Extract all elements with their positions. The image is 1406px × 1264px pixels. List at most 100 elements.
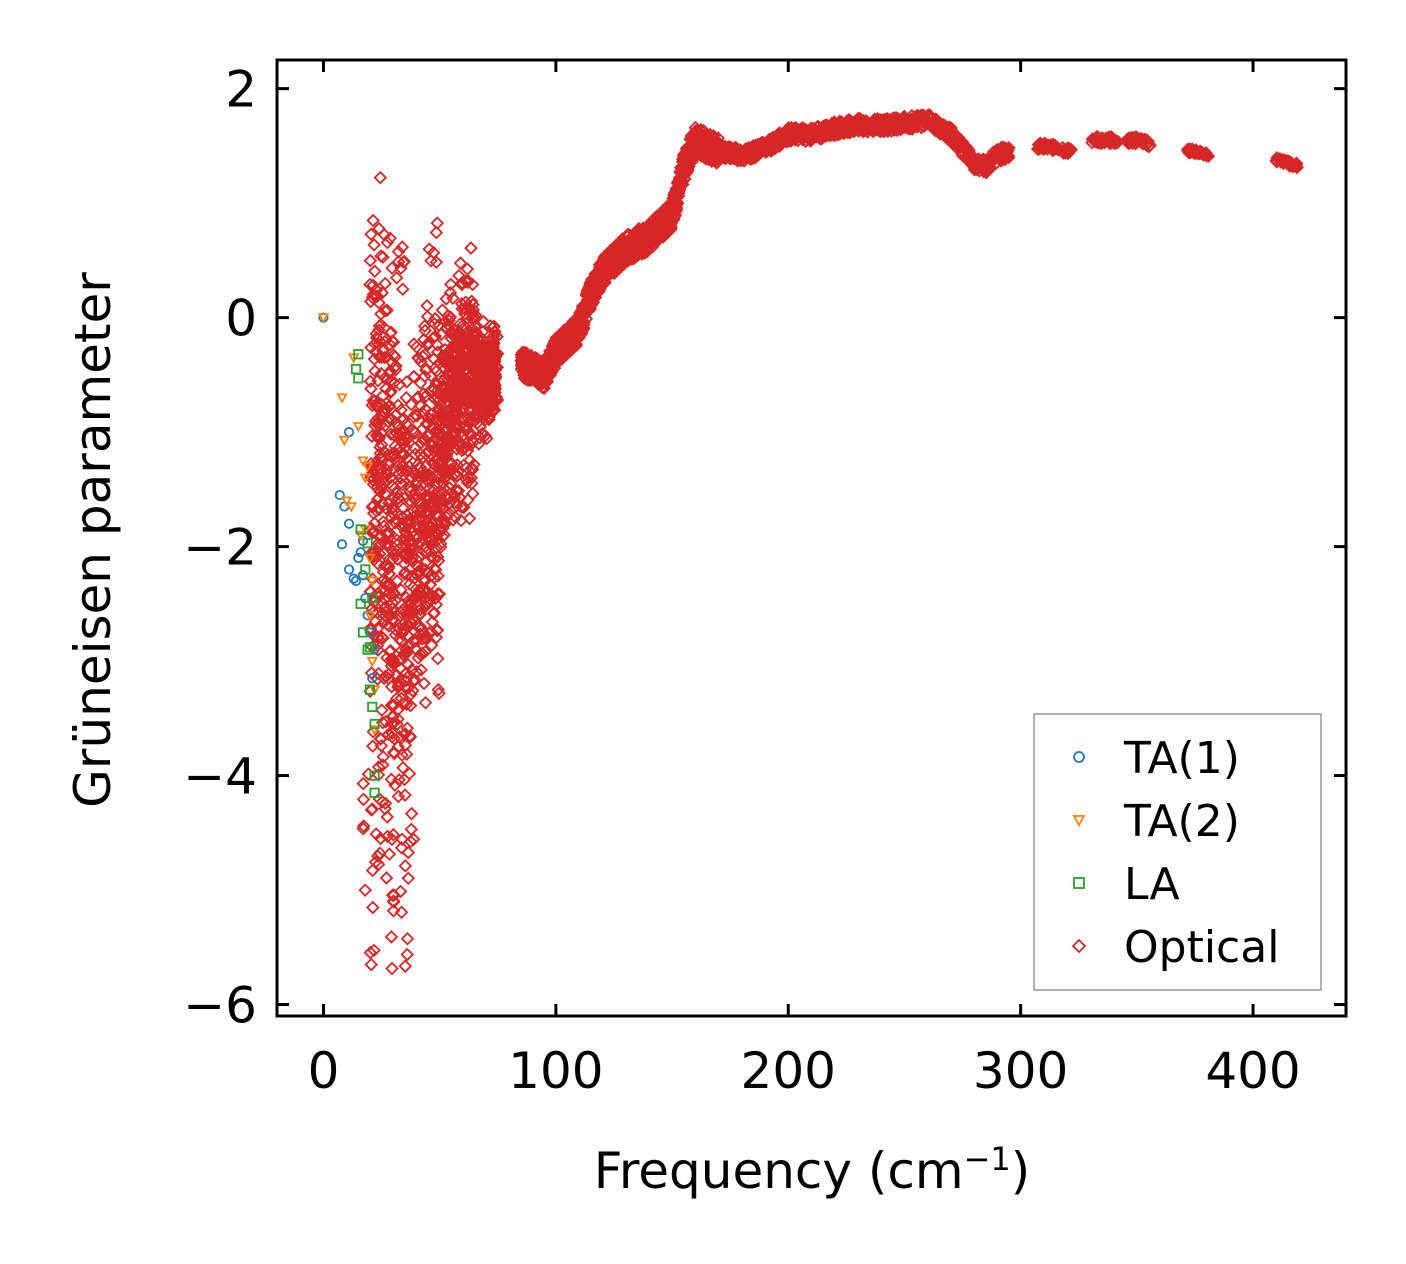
point-optical [385, 888, 400, 902]
point-ta2 [345, 502, 358, 513]
point-optical [422, 471, 437, 486]
point-optical [364, 227, 378, 242]
point-optical [460, 395, 475, 410]
point-optical [388, 350, 402, 364]
point-optical [438, 470, 452, 485]
point-optical [664, 208, 679, 222]
point-optical [928, 117, 943, 132]
point-optical [672, 182, 687, 197]
point-optical [460, 262, 475, 276]
point-optical [383, 385, 398, 400]
point-optical [391, 789, 406, 804]
point-optical [458, 371, 472, 386]
point-optical [431, 401, 446, 416]
point-optical [450, 346, 465, 361]
point-optical [373, 731, 388, 746]
point-optical [454, 297, 469, 311]
point-optical [368, 855, 383, 869]
x-tick-label: 0 [308, 1042, 340, 1100]
point-optical [428, 488, 443, 502]
point-optical [413, 460, 428, 475]
point-optical [458, 274, 473, 289]
point-optical [368, 364, 382, 378]
point-optical [992, 144, 1007, 159]
point-optical [980, 164, 994, 178]
point-optical [586, 292, 600, 306]
point-la [357, 627, 369, 638]
point-optical [383, 231, 397, 246]
point-optical [365, 500, 380, 514]
point-ta1 [367, 673, 378, 684]
point-optical [406, 410, 421, 424]
point-optical [427, 605, 442, 620]
point-optical [483, 371, 497, 386]
point-optical [654, 216, 668, 231]
point-optical [432, 355, 447, 370]
point-optical [619, 243, 633, 257]
point-optical [460, 311, 475, 325]
point-optical [372, 221, 386, 236]
point-optical [453, 256, 468, 270]
point-optical [380, 810, 395, 824]
point-optical [387, 548, 401, 563]
point-optical [453, 359, 467, 373]
point-optical [568, 312, 583, 327]
point-optical [481, 403, 496, 417]
point-optical [411, 550, 426, 564]
point-optical [1279, 154, 1293, 168]
point-optical [391, 398, 405, 413]
point-optical [869, 115, 884, 129]
point-optical [755, 135, 769, 150]
point-optical [394, 840, 409, 855]
point-optical [394, 582, 408, 597]
point-optical [408, 447, 423, 462]
point-ta2 [352, 422, 365, 433]
point-optical [626, 231, 640, 245]
point-optical [657, 202, 672, 216]
point-optical [442, 496, 457, 511]
point-optical [903, 112, 918, 127]
point-optical [941, 129, 956, 144]
point-optical [620, 229, 634, 244]
point-optical [413, 647, 428, 662]
point-optical [409, 486, 423, 501]
point-optical [453, 317, 467, 331]
point-optical [1033, 138, 1048, 152]
point-optical [449, 328, 464, 343]
point-optical [385, 710, 400, 724]
point-ta2 [340, 496, 353, 507]
legend-marker-1 [1072, 815, 1086, 827]
point-optical [377, 519, 391, 533]
point-optical [664, 199, 679, 214]
point-optical [364, 340, 378, 355]
point-optical [402, 766, 417, 781]
point-ta1 [357, 570, 369, 581]
point-optical [835, 118, 849, 132]
point-optical [432, 462, 447, 476]
point-optical [366, 213, 380, 228]
point-optical [419, 458, 434, 473]
point-optical [464, 471, 479, 485]
point-optical [371, 536, 385, 551]
point-optical [462, 511, 477, 526]
point-optical [1092, 135, 1107, 149]
point-optical [835, 119, 849, 134]
point-optical [696, 137, 711, 152]
point-optical [514, 350, 529, 365]
point-optical [470, 410, 484, 424]
point-la [355, 598, 366, 609]
point-optical [418, 562, 433, 577]
point-optical [367, 394, 382, 408]
point-optical [409, 665, 424, 679]
point-optical [472, 346, 487, 361]
point-optical [490, 346, 505, 361]
point-optical [413, 447, 428, 462]
point-optical [484, 357, 499, 372]
point-optical [358, 883, 372, 897]
point-optical [413, 627, 428, 642]
point-optical [660, 226, 674, 240]
point-optical [488, 367, 503, 382]
point-optical [662, 218, 676, 233]
point-optical [987, 148, 1001, 162]
point-optical [363, 945, 378, 960]
